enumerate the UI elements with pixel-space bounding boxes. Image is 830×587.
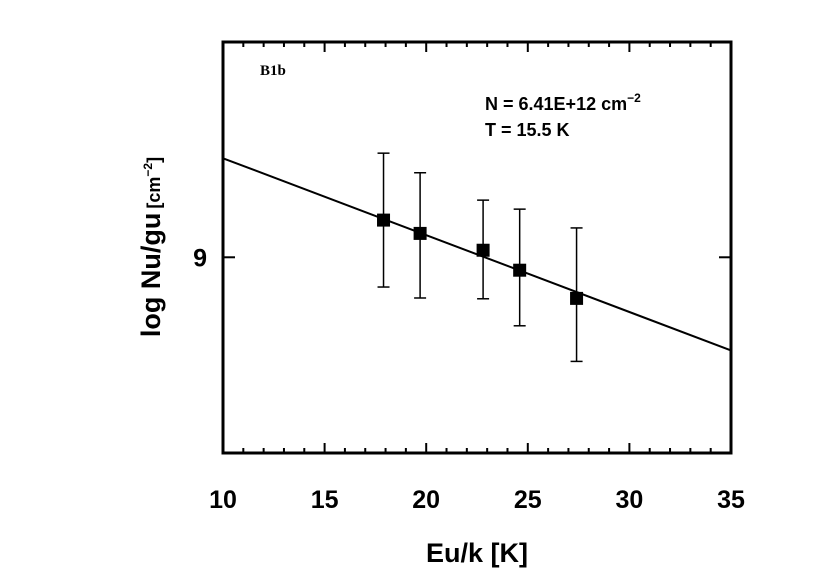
plot-frame (221, 40, 733, 455)
y-axis-label-unit-close: ] (144, 157, 164, 163)
column-density-exponent: −2 (627, 91, 641, 105)
y-axis-label-unit-exp: −2 (141, 163, 155, 177)
y-axis-label-main: log Nu/gu (136, 213, 166, 337)
x-tick-label: 10 (209, 486, 237, 514)
data-point (377, 213, 391, 227)
y-tick-labels: 9 (193, 244, 207, 272)
svg-text:log Nu/gu[cm−2]: log Nu/gu [cm−2] (136, 157, 166, 337)
x-axis-label: Eu/k [K] (426, 538, 528, 568)
data-point (476, 243, 490, 257)
y-axis-label: log Nu/gu [cm−2] (136, 157, 166, 337)
x-tick-label: 30 (615, 486, 643, 514)
data-point (513, 263, 527, 277)
column-density-text: N = 6.41E+12 cm (485, 94, 627, 114)
y-tick-label: 9 (193, 244, 207, 272)
x-tick-label: 35 (717, 486, 745, 514)
data-points (377, 152, 584, 363)
x-tick-label: 15 (311, 486, 339, 514)
y-axis-label-unit: [cm (144, 177, 164, 209)
data-point (570, 291, 584, 305)
x-tick-label: 25 (514, 486, 542, 514)
axis-ticks (222, 42, 732, 453)
data-point (413, 226, 427, 240)
temperature-annotation: T = 15.5 K (485, 120, 570, 140)
column-density-annotation: N = 6.41E+12 cm−2 (485, 91, 641, 114)
panel-label: B1b (260, 63, 286, 79)
x-tick-labels: 10 15 20 25 30 35 (209, 486, 745, 514)
x-tick-label: 20 (412, 486, 440, 514)
